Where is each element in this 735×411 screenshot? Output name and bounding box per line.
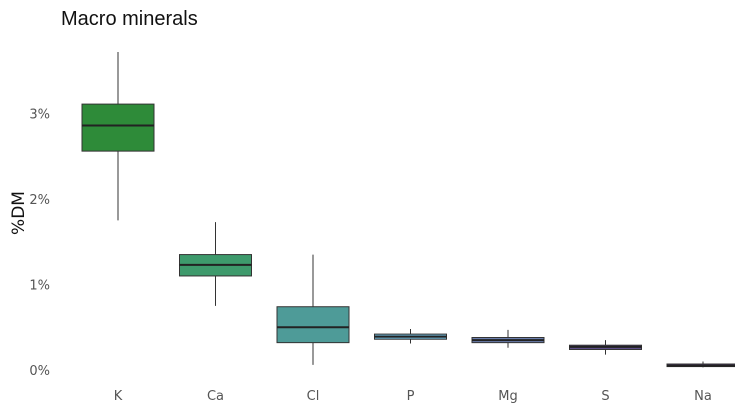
- x-tick-label: Ca: [207, 389, 224, 404]
- box-na: [666, 361, 735, 368]
- box-cl: [276, 254, 350, 365]
- box-mg: [471, 329, 545, 348]
- box-k: [81, 51, 155, 221]
- x-tick-label: P: [407, 389, 415, 404]
- y-axis: 0% 1% 2% 3%: [29, 108, 50, 380]
- box-body: [276, 306, 350, 344]
- y-tick-label: 1%: [29, 279, 50, 294]
- x-axis: K Ca Cl P Mg S Na: [114, 389, 712, 404]
- x-tick-label: S: [601, 389, 609, 404]
- y-axis-title: %DM: [9, 191, 29, 235]
- x-tick-label: Na: [694, 389, 712, 404]
- box-series: [81, 51, 735, 368]
- x-tick-label: K: [114, 389, 123, 404]
- box-ca: [179, 222, 252, 306]
- y-tick-label: 0%: [29, 364, 50, 379]
- x-tick-label: Cl: [307, 389, 320, 404]
- box-p: [374, 328, 447, 344]
- x-tick-label: Mg: [498, 389, 517, 404]
- y-tick-label: 2%: [29, 193, 50, 208]
- box-s: [569, 340, 642, 355]
- box-body: [81, 103, 155, 152]
- chart-title: Macro minerals: [61, 8, 198, 30]
- y-tick-label: 3%: [29, 108, 50, 123]
